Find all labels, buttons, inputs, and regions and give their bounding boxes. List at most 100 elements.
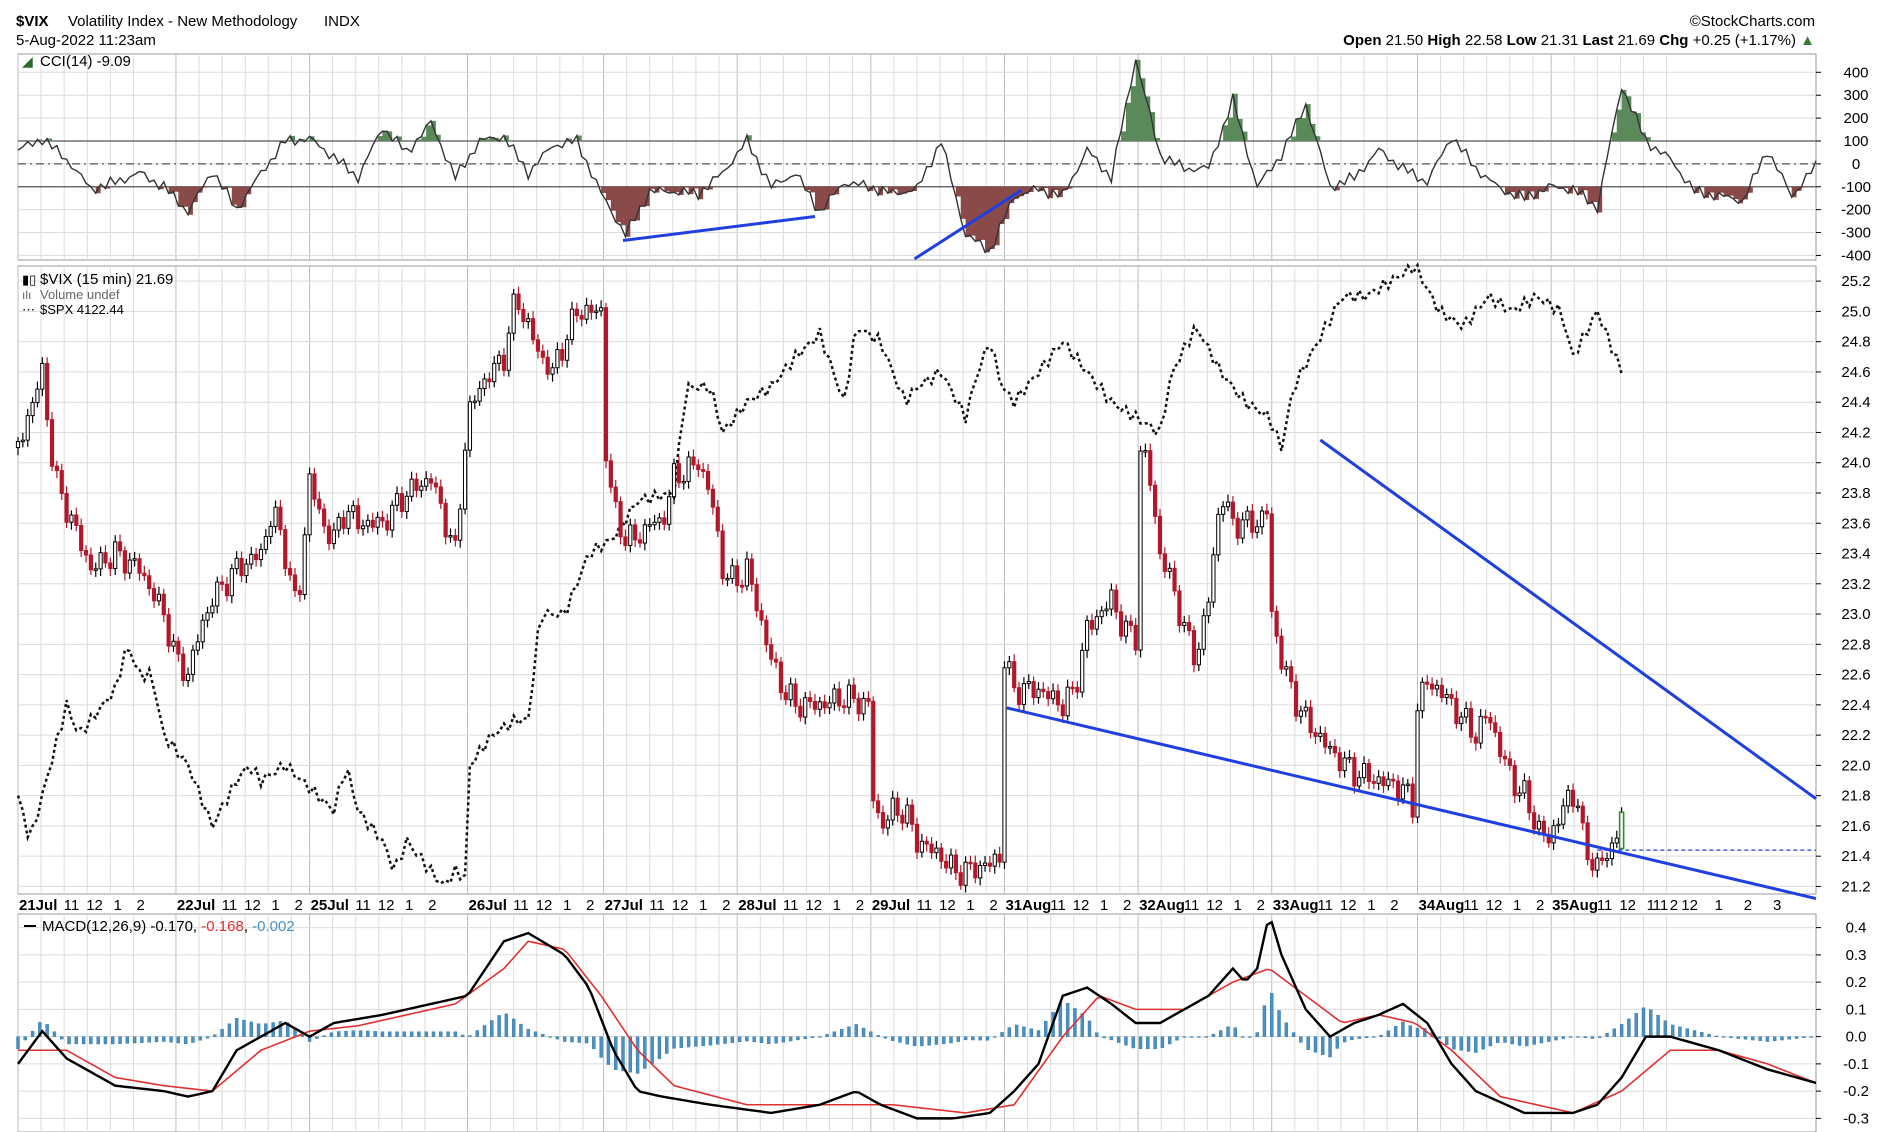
candle-body	[1016, 687, 1022, 705]
macd-histogram-bar	[934, 1036, 939, 1045]
candle-body	[467, 401, 473, 451]
macd-legend-value: -0.170	[150, 918, 193, 935]
candle-body	[1498, 731, 1503, 757]
candle-body	[219, 581, 225, 585]
candle-body	[59, 470, 64, 494]
candle-body	[671, 463, 677, 498]
candle-body	[832, 688, 837, 704]
candle-body	[151, 588, 157, 602]
macd-histogram-bar	[198, 1036, 202, 1041]
candle-body	[637, 539, 643, 544]
candle-body	[1046, 691, 1051, 700]
macd-histogram-bar	[482, 1025, 487, 1037]
macd-histogram-bar	[1707, 1033, 1711, 1037]
last-candle	[1618, 811, 1625, 850]
x-day-label: 32Aug	[1139, 897, 1185, 914]
candle-body	[1235, 517, 1240, 539]
macd-histogram-bar	[1364, 1036, 1369, 1039]
x-hour-label: 12	[1619, 897, 1636, 914]
candle-body	[1483, 715, 1488, 719]
index-name: Volatility Index - New Methodology	[68, 13, 298, 30]
candle-body	[190, 649, 196, 675]
hist-legend-value: -0.002	[252, 918, 295, 935]
candle-body	[278, 506, 283, 531]
x-hour-label: 2	[137, 897, 145, 914]
y-tick-label: 0	[1852, 156, 1860, 173]
x-hour-label: 11	[222, 897, 238, 914]
candle-body	[1177, 590, 1182, 626]
candle-body	[565, 339, 570, 361]
candle-body	[1444, 694, 1449, 699]
candle-body	[1604, 858, 1610, 861]
candle-body	[501, 354, 507, 371]
candle-body	[317, 498, 322, 510]
cci-legend-text: CCI(14) -9.09	[40, 53, 131, 70]
macd-histogram-bar	[1590, 1036, 1595, 1039]
macd-histogram-bar	[366, 1030, 370, 1037]
candle-body	[273, 506, 278, 527]
candle-body	[1240, 519, 1245, 539]
candle-body	[1060, 704, 1065, 717]
macd-histogram-bar	[1466, 1036, 1471, 1052]
candle-body	[185, 673, 191, 682]
macd-histogram-bar	[176, 1036, 181, 1044]
macd-histogram-bar	[1262, 1005, 1267, 1037]
candle-body	[778, 661, 784, 694]
y-tick-label: 24.6	[1841, 364, 1870, 381]
macd-histogram-bar	[169, 1036, 173, 1043]
candle-body	[1050, 690, 1056, 700]
low-label: Low	[1507, 32, 1537, 49]
grid-layer	[17, 54, 1816, 1132]
candle-body	[1245, 510, 1250, 521]
candle-body	[1464, 708, 1469, 718]
candle-body	[1002, 667, 1007, 863]
macd-histogram-bar	[708, 1036, 713, 1046]
candle-body	[516, 293, 521, 310]
dotted-line-icon: ⋯	[22, 302, 35, 317]
macd-histogram-bar	[920, 1036, 924, 1047]
macd-histogram-bar	[993, 1036, 997, 1038]
x-day-label: 34Aug	[1419, 897, 1465, 914]
candle-body	[399, 493, 404, 512]
cci-layer	[17, 59, 1817, 261]
price-layer	[15, 261, 1817, 900]
candle-body	[336, 516, 341, 531]
candle-body	[1026, 681, 1031, 685]
candle-body	[360, 525, 366, 530]
y-tick-label: 25.0	[1841, 303, 1870, 320]
macd-histogram-bar	[854, 1024, 858, 1037]
candle-body	[210, 605, 215, 614]
macd-histogram-bar	[541, 1033, 545, 1037]
candle-body	[433, 482, 439, 488]
candle-body	[1201, 615, 1206, 650]
candle-body	[428, 478, 434, 484]
candle-body	[25, 415, 30, 441]
candle-body	[322, 508, 327, 527]
price-lower-trendline	[1006, 706, 1817, 900]
macd-histogram-bar	[716, 1036, 720, 1045]
candle-body	[647, 524, 652, 527]
macd-histogram-bar	[686, 1036, 691, 1048]
candle-body	[978, 864, 983, 879]
candle-body	[1289, 666, 1294, 683]
candle-body	[1094, 616, 1099, 630]
candle-body	[234, 557, 239, 570]
macd-histogram-bar	[1649, 1009, 1653, 1037]
candle-body	[98, 552, 103, 570]
x-hour-label: 11	[1463, 897, 1479, 914]
candle-body	[244, 563, 249, 577]
candle-body	[569, 308, 575, 341]
candle-body	[1400, 784, 1406, 800]
macd-histogram-bar	[883, 1036, 888, 1039]
macd-histogram-bar	[526, 1029, 530, 1037]
macd-histogram-bar	[1116, 1036, 1121, 1043]
candle-body	[939, 847, 944, 862]
macd-histogram-bar	[322, 1035, 326, 1037]
macd-histogram-bar	[67, 1036, 71, 1045]
macd-histogram-bar	[1474, 1036, 1478, 1053]
candle-body	[535, 339, 541, 352]
macd-histogram-bar	[876, 1035, 880, 1037]
y-tick-label: -0.2	[1843, 1083, 1869, 1100]
candle-body	[705, 470, 711, 490]
candle-body	[54, 465, 59, 472]
